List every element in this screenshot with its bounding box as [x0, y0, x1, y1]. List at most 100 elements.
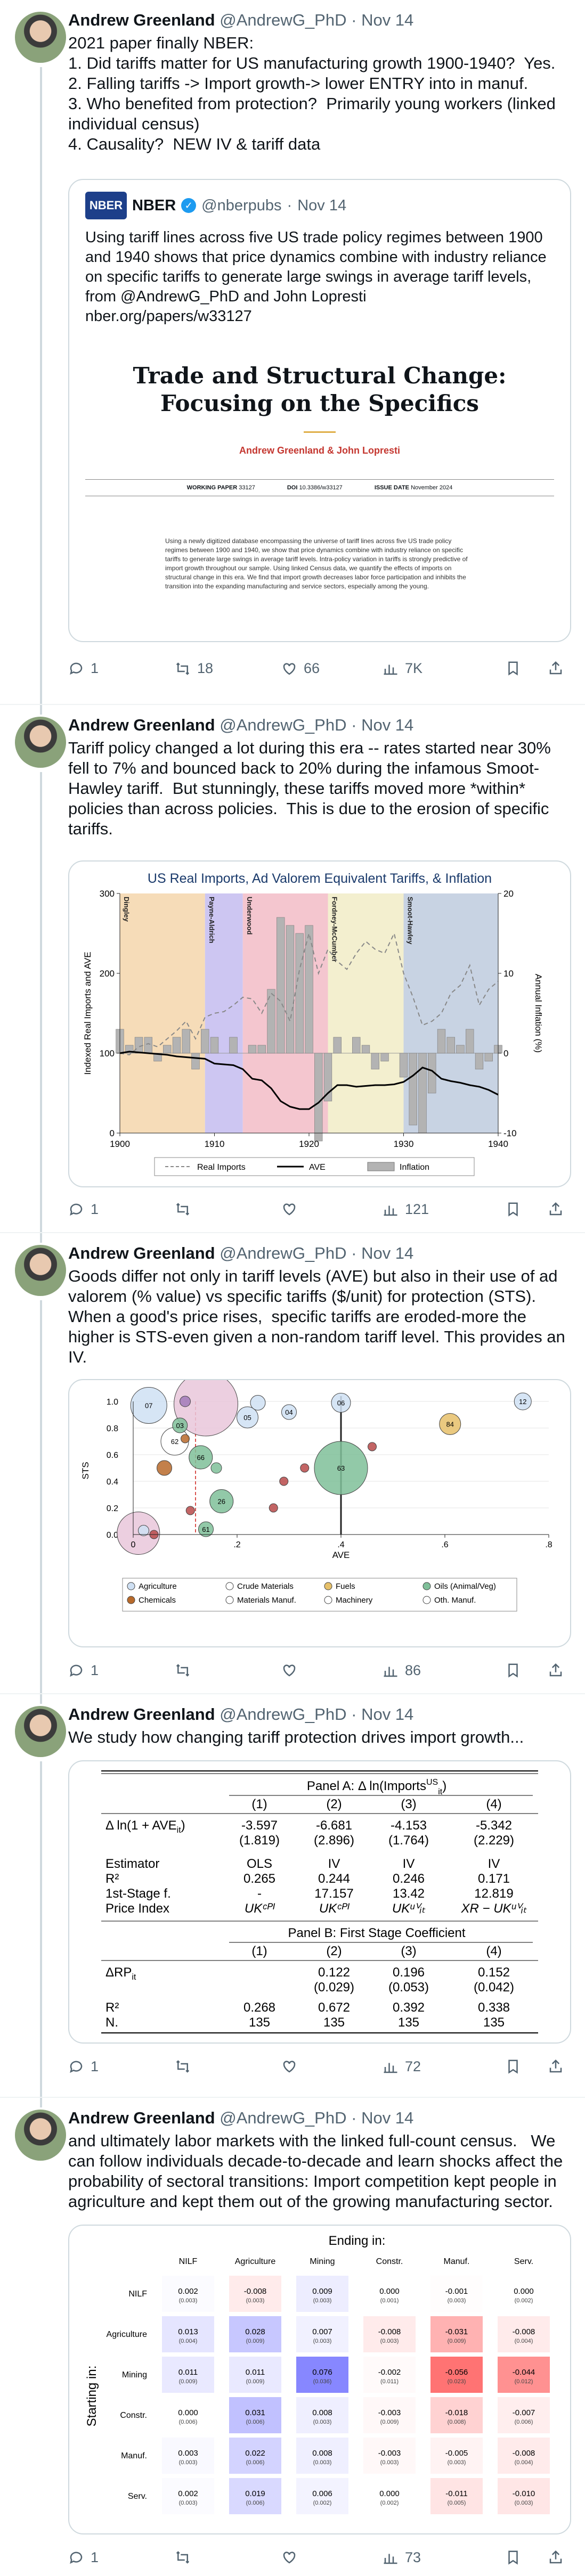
tweet-date[interactable]: Nov 14: [361, 11, 414, 29]
cell-se: (0.003): [246, 2298, 265, 2304]
views-button[interactable]: 72: [383, 2058, 421, 2075]
author-handle[interactable]: @AndrewG_PhD: [220, 1244, 347, 1262]
cell-se: (0.009): [179, 2378, 198, 2385]
reply-button[interactable]: 1: [68, 1662, 99, 1679]
paper-preview[interactable]: Trade and Structural Change: Focusing on…: [85, 340, 554, 622]
tweet-date[interactable]: Nov 14: [361, 716, 414, 734]
share-button[interactable]: [548, 2058, 564, 2074]
cell-value: -0.007: [513, 2408, 535, 2417]
tweet[interactable]: Andrew Greenland @AndrewG_PhD · Nov 14 T…: [0, 705, 585, 1233]
cell-se: (0.003): [313, 2298, 332, 2304]
bookmark-button[interactable]: [505, 2549, 521, 2565]
inflation-bar: [134, 1037, 143, 1054]
row-label: Estimator: [105, 1857, 159, 1871]
bookmark-button[interactable]: [505, 1201, 521, 1217]
reply-icon: [70, 2552, 83, 2564]
tweet[interactable]: Andrew Greenland @AndrewG_PhD · Nov 14 a…: [0, 2098, 585, 2576]
tweet-date[interactable]: Nov 14: [361, 2109, 414, 2127]
repost-button[interactable]: [175, 2549, 197, 2565]
views-button[interactable]: 7K: [383, 660, 423, 677]
scatter-point: [198, 1521, 214, 1537]
heatmap-cell: [229, 2478, 281, 2514]
tweet-date[interactable]: Nov 14: [361, 1244, 414, 1262]
avatar[interactable]: [15, 1706, 66, 1757]
row-header: Mining: [122, 2370, 147, 2380]
column-header: (1): [251, 1797, 267, 1811]
separator-dot: ·: [287, 196, 292, 214]
author-name[interactable]: Andrew Greenland: [68, 716, 215, 734]
table-image[interactable]: Panel A: Δ ln(ImportsUSit) (1) (2) (3) (4) Δ …: [68, 1760, 571, 2044]
like-button[interactable]: 66: [281, 660, 320, 677]
cell-value: IV: [328, 1857, 340, 1871]
row-label: N.: [105, 2015, 118, 2030]
views-button[interactable]: 86: [383, 1662, 421, 1679]
author-name[interactable]: Andrew Greenland: [68, 1705, 215, 1724]
like-button[interactable]: [281, 1662, 304, 1678]
repost-button[interactable]: [175, 2058, 197, 2074]
author-handle[interactable]: @AndrewG_PhD: [220, 2109, 347, 2127]
inflation-bar: [295, 933, 304, 1054]
column-header: NILF: [179, 2257, 198, 2266]
regime-label: Smoot-Hawley: [407, 897, 415, 945]
avatar[interactable]: [15, 1245, 66, 1296]
like-button[interactable]: [281, 2058, 304, 2074]
cell-se: (0.003): [380, 2459, 399, 2466]
author-handle[interactable]: @AndrewG_PhD: [220, 1705, 347, 1724]
coefficient: 0.152: [478, 1965, 510, 1980]
y-tick-label: 0.6: [107, 1451, 118, 1460]
views-button[interactable]: 73: [383, 2549, 421, 2566]
views-button[interactable]: 121: [383, 1201, 429, 1218]
regime-label: Fordney-McCumber: [331, 897, 339, 962]
bookmark-button[interactable]: [505, 660, 521, 676]
thread-line: [40, 1761, 42, 2098]
chart-image[interactable]: US Real Imports, Ad Valorem Equivalent T…: [68, 860, 571, 1187]
inflation-bar: [446, 1037, 455, 1054]
author-name[interactable]: Andrew Greenland: [68, 1244, 215, 1262]
repost-button[interactable]: 18: [175, 660, 213, 677]
author-name[interactable]: Andrew Greenland: [68, 2109, 215, 2127]
author-name[interactable]: Andrew Greenland: [68, 11, 215, 29]
repost-button[interactable]: [175, 1201, 197, 1217]
heatmap-image[interactable]: Ending in: Starting in: NILF Agriculture Min…: [68, 2225, 571, 2534]
bookmark-button[interactable]: [505, 1662, 521, 1678]
reply-button[interactable]: 1: [68, 2058, 99, 2075]
cell-se: (0.011): [380, 2378, 399, 2385]
reply-button[interactable]: 1: [68, 660, 99, 677]
tweet[interactable]: Andrew Greenland @AndrewG_PhD · Nov 14 G…: [0, 1233, 585, 1694]
avatar[interactable]: [15, 717, 66, 768]
bookmark-button[interactable]: [505, 2058, 521, 2074]
column-header: (1): [251, 1944, 267, 1958]
share-button[interactable]: [548, 2549, 564, 2565]
quote-tweet[interactable]: NBER NBER ✓ @nberpubs · Nov 14 Using tar…: [68, 179, 571, 642]
tweet[interactable]: Andrew Greenland @AndrewG_PhD · Nov 14 W…: [0, 1694, 585, 2098]
like-button[interactable]: [281, 1201, 304, 1217]
reply-button[interactable]: 1: [68, 1201, 99, 1218]
divider: [0, 2097, 585, 2098]
quote-link[interactable]: nber.org/papers/w33127: [85, 308, 252, 325]
heatmap-cell: [162, 2276, 214, 2312]
like-count: 66: [304, 660, 320, 676]
tweet-text: 2021 paper finally NBER: 1. Did tariffs …: [68, 34, 556, 153]
thread-line: [40, 1694, 42, 1704]
tweet-header: Andrew Greenland @AndrewG_PhD · Nov 14: [68, 1704, 413, 1725]
reply-button[interactable]: 1: [68, 2549, 99, 2566]
cell-value: 0.031: [245, 2408, 265, 2417]
like-button[interactable]: [281, 2549, 304, 2565]
author-handle[interactable]: @AndrewG_PhD: [220, 716, 347, 734]
author-handle[interactable]: @AndrewG_PhD: [220, 11, 347, 29]
share-button[interactable]: [548, 1662, 564, 1678]
column-header: Mining: [310, 2257, 335, 2266]
tweet[interactable]: Andrew Greenland @AndrewG_PhD · Nov 14 2…: [0, 0, 585, 706]
avatar[interactable]: [15, 2110, 66, 2161]
tweet-date[interactable]: Nov 14: [361, 1705, 414, 1724]
legend-label: Fuels: [336, 1582, 355, 1591]
share-button[interactable]: [548, 660, 564, 676]
reply-count: 1: [91, 2549, 99, 2565]
avatar[interactable]: [15, 12, 66, 63]
cell-value: 0.019: [245, 2489, 265, 2498]
repost-button[interactable]: [175, 1662, 197, 1678]
cell-value: 135: [249, 2015, 270, 2030]
chart-image[interactable]: 0.0 0.2 0.4 0.6 0.8 1.0 63 07 62 66 26 05 84 06 12 04 03…: [68, 1379, 571, 1647]
share-button[interactable]: [548, 1201, 564, 1217]
coefficient: 0.196: [393, 1965, 425, 1980]
